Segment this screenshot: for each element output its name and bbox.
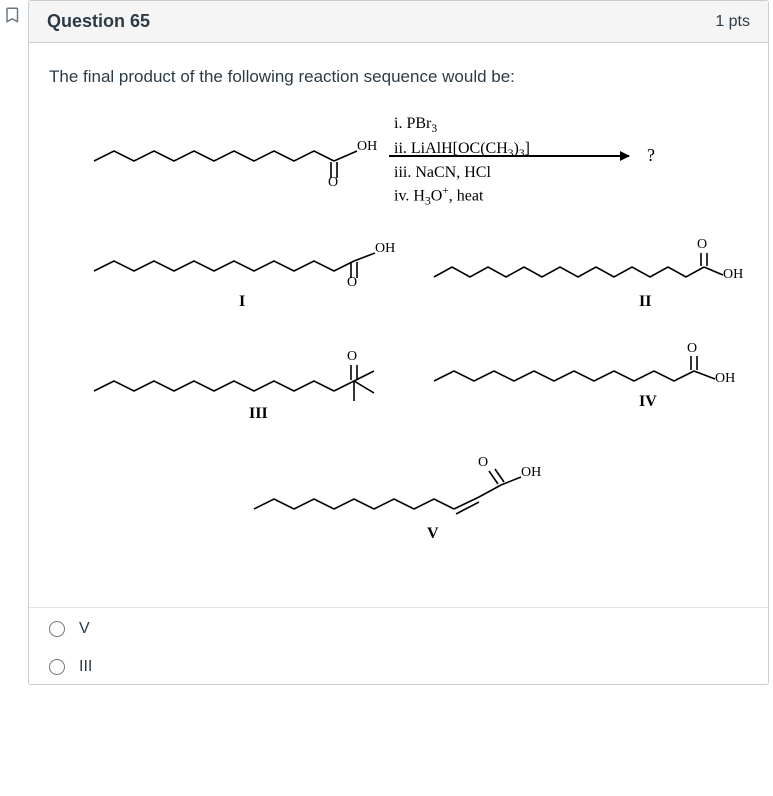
product-placeholder: ? — [647, 145, 655, 166]
label-o: O — [328, 175, 338, 191]
roman-II: II — [639, 293, 651, 311]
question-number: Question 65 — [47, 11, 150, 32]
structure-I: OH O I — [89, 243, 389, 303]
label-o-V: O — [478, 455, 488, 471]
reagent-steps: i. PBr3ii. LiAlH[OC(CH3)3]iii. NaCN, HCl… — [394, 113, 530, 210]
question-card: Question 65 1 pts The final product of t… — [28, 0, 769, 685]
answer-list: V III — [29, 607, 768, 684]
structure-III: O III — [89, 353, 399, 423]
label-o-IV: O — [687, 341, 697, 357]
answer-label: V — [79, 620, 90, 638]
question-points: 1 pts — [715, 13, 750, 31]
label-oh-IV: OH — [715, 371, 735, 387]
roman-V: V — [427, 525, 439, 543]
label-oh-II: OH — [723, 267, 743, 283]
label-o-III: O — [347, 349, 357, 365]
question-header: Question 65 1 pts — [29, 1, 768, 43]
label-oh-I: OH — [375, 241, 395, 257]
roman-III: III — [249, 405, 268, 423]
reaction-arrow — [389, 155, 629, 157]
roman-IV: IV — [639, 393, 657, 411]
answer-label: III — [79, 658, 92, 676]
structure-IV: OH O IV — [429, 353, 739, 413]
label-o-II: O — [697, 237, 707, 253]
answer-radio-V[interactable] — [49, 621, 65, 637]
question-body: The final product of the following react… — [29, 43, 768, 601]
reaction-figure: i. PBr3ii. LiAlH[OC(CH3)3]iii. NaCN, HCl… — [49, 103, 748, 593]
label-oh: OH — [357, 139, 377, 155]
structure-V: O OH V — [249, 463, 549, 533]
bookmark-icon[interactable] — [4, 6, 22, 24]
question-stem: The final product of the following react… — [49, 67, 748, 87]
starting-material: OH O — [89, 133, 379, 193]
answer-option[interactable]: III — [29, 646, 768, 684]
label-o-I: O — [347, 275, 357, 291]
structure-II: OH O II — [429, 253, 739, 313]
answer-radio-III[interactable] — [49, 659, 65, 675]
answer-option[interactable]: V — [29, 608, 768, 646]
label-oh-V: OH — [521, 465, 541, 481]
roman-I: I — [239, 293, 245, 311]
